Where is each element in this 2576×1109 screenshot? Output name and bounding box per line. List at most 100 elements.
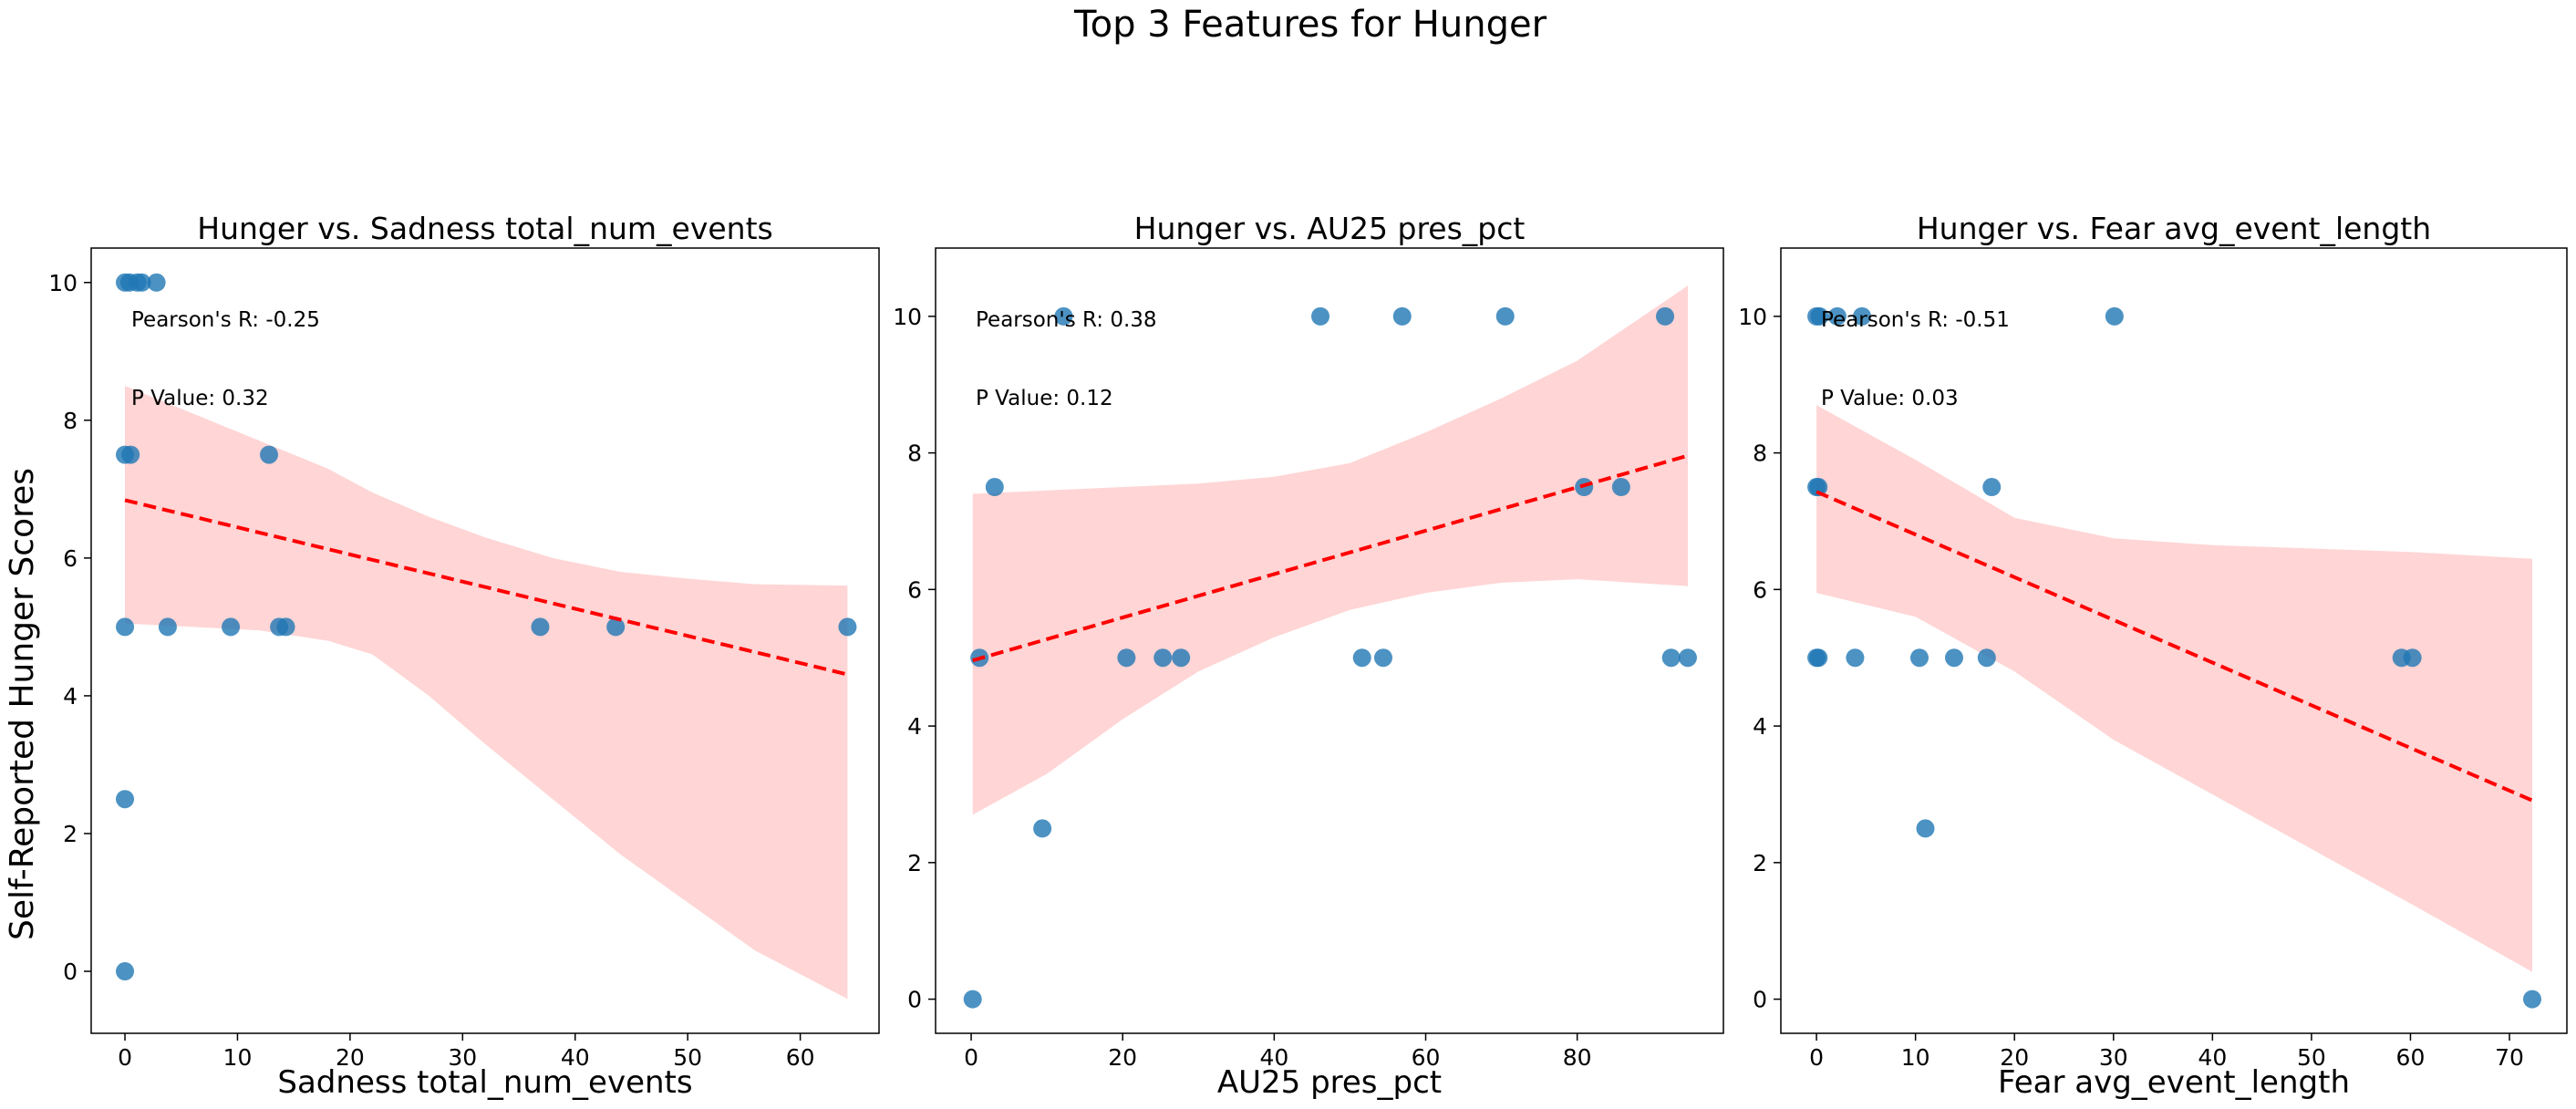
- x-tick-label: 50: [2297, 1044, 2326, 1071]
- x-tick-label: 0: [1809, 1044, 1824, 1071]
- pearson-r-annotation: Pearson's R: -0.25: [131, 308, 320, 332]
- x-tick-label: 60: [2396, 1044, 2426, 1071]
- subplot-2: 0 20 40 60 80 0 2 4 6 8 10 Hunger vs. AU25 pres_pct…: [893, 211, 1724, 1101]
- x-tick-label: 20: [1108, 1044, 1137, 1071]
- data-point: [1909, 648, 1929, 668]
- regression-line: [972, 453, 1689, 663]
- data-point: [158, 617, 177, 637]
- data-point: [1827, 306, 1847, 326]
- confidence-band: [972, 285, 1688, 815]
- x-tick-label: 10: [223, 1044, 253, 1071]
- data-point: [1054, 306, 1073, 326]
- data-point: [1117, 648, 1136, 668]
- data-point: [1916, 819, 1935, 838]
- x-tick-label: 40: [2198, 1044, 2227, 1071]
- p-value-annotation: P Value: 0.12: [976, 387, 1113, 410]
- y-tick-label: 8: [907, 440, 922, 467]
- y-tick-label: 2: [907, 850, 922, 876]
- subplot-title: Hunger vs. Sadness total_num_events: [197, 211, 772, 246]
- pearson-r-annotation: Pearson's R: -0.51: [1821, 308, 2010, 332]
- data-point: [1495, 306, 1515, 326]
- data-point: [2403, 648, 2422, 668]
- data-point: [1678, 648, 1697, 668]
- data-point: [531, 617, 550, 637]
- data-point: [1311, 306, 1330, 326]
- data-point: [1661, 648, 1681, 668]
- data-point: [147, 273, 166, 292]
- data-point: [1392, 306, 1412, 326]
- data-point: [1944, 648, 1963, 668]
- x-axis-label: Sadness total_num_events: [277, 1064, 692, 1101]
- pearson-r-annotation: Pearson's R: 0.38: [976, 308, 1157, 332]
- data-point: [1846, 648, 1865, 668]
- x-tick-label: 30: [2099, 1044, 2128, 1071]
- axes-frame: [935, 247, 1724, 1034]
- data-point: [1810, 306, 1829, 326]
- data-point: [116, 962, 135, 981]
- x-axis-label: Fear avg_event_length: [1998, 1064, 2350, 1101]
- x-tick-label: 20: [2000, 1044, 2029, 1071]
- data-point: [963, 990, 982, 1009]
- figure-suptitle: Top 3 Features for Hunger: [1073, 4, 1547, 46]
- shared-y-axis-label: Self-Reported Hunger Scores: [4, 468, 41, 940]
- data-point: [2523, 990, 2542, 1009]
- data-point: [1154, 648, 1173, 668]
- y-tick-label: 6: [63, 545, 78, 572]
- data-point: [838, 617, 857, 637]
- subplot-title: Hunger vs. AU25 pres_pct: [1134, 211, 1526, 246]
- y-tick-label: 2: [63, 821, 78, 847]
- y-tick-label: 10: [48, 270, 78, 296]
- data-point: [222, 617, 241, 637]
- data-point: [1352, 648, 1371, 668]
- data-point: [121, 445, 140, 464]
- subplot-3: 0 10 20 30 40 50 60 70 0 2 4 6 8 10 Hunger vs. Fear av…: [1738, 211, 2568, 1101]
- x-tick-label: 60: [1412, 1044, 1441, 1071]
- y-tick-label: 4: [63, 683, 78, 710]
- data-point: [1611, 478, 1630, 497]
- y-tick-label: 8: [63, 408, 78, 434]
- x-tick-label: 30: [448, 1044, 477, 1071]
- y-tick-label: 10: [893, 304, 922, 330]
- data-point: [1853, 306, 1872, 326]
- x-tick-label: 50: [673, 1044, 702, 1071]
- y-tick-label: 4: [1753, 713, 1767, 740]
- x-axis-label: AU25 pres_pct: [1217, 1064, 1442, 1101]
- x-tick-label: 60: [786, 1044, 815, 1071]
- data-point: [132, 273, 151, 292]
- data-point: [276, 617, 295, 637]
- x-tick-label: 40: [1259, 1044, 1288, 1071]
- confidence-band: [125, 386, 848, 1000]
- data-point: [260, 445, 279, 464]
- subplot-1: 0 10 20 30 40 50 60 0 2 4 6 8 10 Hunger vs. Sadness t…: [48, 211, 880, 1101]
- data-point: [116, 790, 135, 809]
- y-tick-label: 6: [1753, 576, 1767, 603]
- y-tick-label: 2: [1753, 850, 1767, 876]
- regression-line: [124, 498, 848, 677]
- data-point: [1977, 648, 1996, 668]
- data-point: [1656, 306, 1675, 326]
- y-tick-label: 0: [1753, 987, 1767, 1013]
- subplot-title: Hunger vs. Fear avg_event_length: [1917, 211, 2431, 246]
- y-tick-label: 4: [907, 713, 922, 740]
- x-tick-label: 0: [964, 1044, 978, 1071]
- y-tick-label: 8: [1753, 440, 1767, 467]
- x-tick-label: 0: [118, 1044, 132, 1071]
- x-tick-label: 80: [1563, 1044, 1592, 1071]
- data-point: [1373, 648, 1392, 668]
- data-point: [1809, 648, 1828, 668]
- y-tick-label: 0: [907, 987, 922, 1013]
- x-tick-label: 70: [2495, 1044, 2524, 1071]
- data-point: [985, 478, 1004, 497]
- p-value-annotation: P Value: 0.32: [131, 387, 269, 410]
- data-point: [116, 617, 135, 637]
- y-tick-label: 0: [63, 959, 78, 985]
- x-tick-label: 10: [1901, 1044, 1930, 1071]
- data-point: [1982, 478, 2002, 497]
- data-point: [1172, 648, 1191, 668]
- axes-frame: [1780, 247, 2568, 1034]
- y-tick-label: 6: [907, 576, 922, 603]
- confidence-band: [1816, 405, 2532, 972]
- data-point: [1809, 478, 1828, 497]
